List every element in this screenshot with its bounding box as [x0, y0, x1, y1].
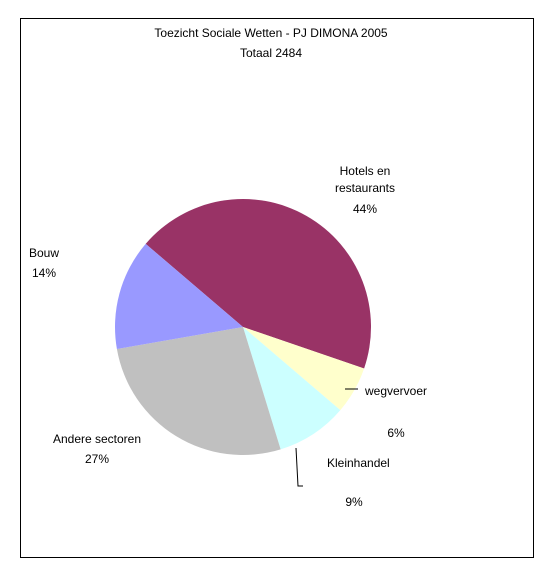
slice-label: Andere sectoren: [53, 432, 141, 446]
slice-label: Hotels en: [340, 164, 391, 178]
slice-label: wegvervoer: [364, 384, 427, 398]
slice-percent-label: 9%: [345, 495, 363, 509]
pie-slice: [145, 198, 372, 369]
slice-label: Kleinhandel: [327, 456, 390, 470]
slice-label: Bouw: [29, 246, 59, 260]
chart-frame: [20, 18, 534, 558]
leader-line: [295, 447, 303, 487]
pie-slice: [243, 327, 365, 411]
pie-slice: [115, 243, 243, 350]
pie-slice: [243, 327, 341, 450]
chart-subtitle: Totaal 2484: [240, 46, 302, 60]
pie-slice: [116, 327, 281, 455]
chart-title: Toezicht Sociale Wetten - PJ DIMONA 2005: [154, 26, 388, 40]
slice-percent-label: 27%: [85, 452, 109, 466]
slice-percent-label: 14%: [32, 266, 56, 280]
slice-label: restaurants: [335, 181, 395, 195]
slice-percent-label: 44%: [353, 202, 377, 216]
slice-percent-label: 6%: [387, 426, 405, 440]
